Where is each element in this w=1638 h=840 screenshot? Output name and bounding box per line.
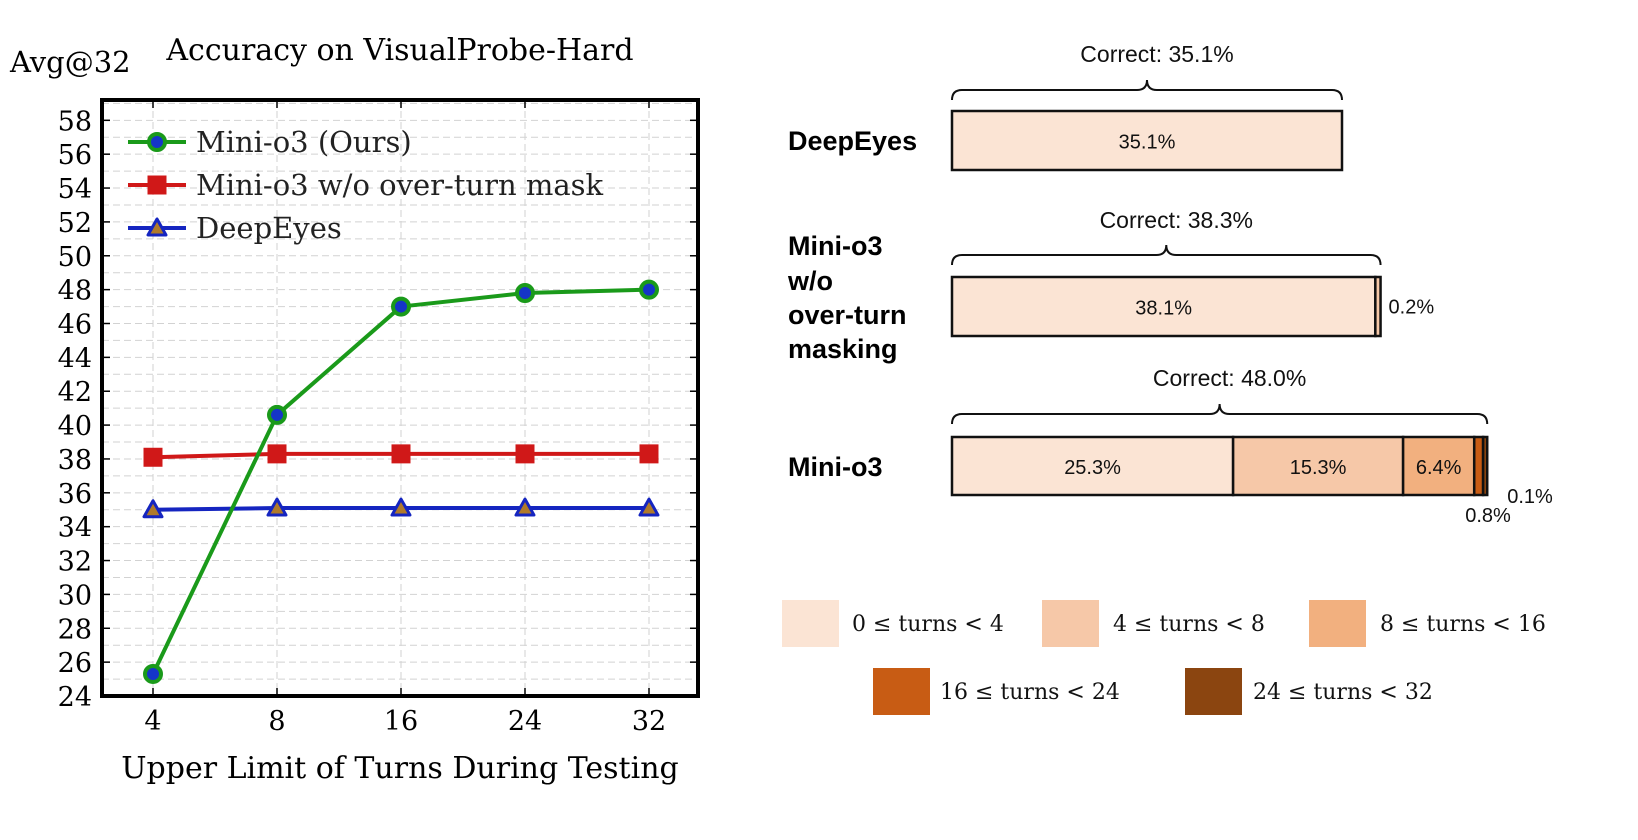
legend-label: 8 ≤ turns < 16	[1380, 612, 1546, 637]
y-tick-label: 36	[58, 479, 92, 510]
y-tick-label: 54	[58, 174, 92, 205]
bar-row: DeepEyes 35.1% Correct: 35.1%	[788, 41, 1344, 172]
segment-label: 6.4%	[1416, 457, 1462, 479]
y-tick-label: 52	[58, 208, 92, 239]
x-tick-label: 4	[144, 706, 161, 737]
bar-row: Mini-o3 w/o over-turn masking 38.1% 0.2% Corre…	[787, 207, 1434, 364]
data-point	[391, 444, 411, 464]
legend-marker	[146, 217, 168, 237]
category-label: over-turn	[788, 300, 907, 330]
correct-brace	[951, 79, 1343, 101]
y-tick-label: 30	[58, 580, 92, 611]
correct-label: Correct: 35.1%	[1080, 41, 1233, 67]
x-axis-label: Upper Limit of Turns During Testing	[121, 751, 678, 786]
y-tick-label: 44	[58, 343, 92, 374]
legend-label: 16 ≤ turns < 24	[940, 680, 1120, 705]
bar-segment	[1472, 435, 1485, 497]
data-point	[266, 497, 288, 517]
y-tick-label: 58	[58, 106, 92, 137]
y-tick-label: 40	[58, 411, 92, 442]
data-point	[638, 497, 660, 517]
legend-label: DeepEyes	[196, 211, 342, 245]
segment-label: 0.8%	[1465, 505, 1511, 527]
x-tick-label: 24	[508, 706, 542, 737]
segment-label: 35.1%	[1119, 132, 1176, 154]
segment-label: 15.3%	[1290, 457, 1347, 479]
series-0	[143, 279, 659, 684]
y-tick-label: 46	[58, 310, 92, 341]
y-tick-label: 48	[58, 276, 92, 307]
bar-segment	[950, 109, 1344, 172]
legend-label: Mini-o3 (Ours)	[196, 125, 412, 159]
y-tick-label: 32	[58, 547, 92, 578]
y-tick-label: 50	[58, 242, 92, 273]
y-tick-label: 34	[58, 513, 92, 544]
category-label: DeepEyes	[788, 126, 917, 156]
segment-label: 25.3%	[1064, 457, 1121, 479]
segment-label: 38.1%	[1135, 298, 1192, 320]
bar-segment	[1231, 435, 1405, 497]
legend-swatch	[1185, 668, 1242, 715]
category-label: masking	[788, 334, 898, 364]
data-point	[390, 497, 412, 517]
data-point	[515, 444, 535, 464]
legend: 0 ≤ turns < 4 4 ≤ turns < 8 8 ≤ turns < 16…	[782, 600, 1546, 715]
legend-label: 24 ≤ turns < 32	[1253, 680, 1433, 705]
legend-swatch	[873, 668, 930, 715]
segment-label: 0.2%	[1389, 297, 1435, 319]
series-1	[143, 444, 659, 467]
data-point	[639, 444, 659, 464]
legend-marker	[147, 175, 167, 195]
bar-segment	[1401, 435, 1476, 497]
correct-label: Correct: 48.0%	[1153, 365, 1306, 391]
correct-label: Correct: 38.3%	[1100, 207, 1253, 233]
data-point	[639, 279, 659, 300]
legend: Mini-o3 (Ours) Mini-o3 w/o over-turn mask…	[128, 125, 604, 245]
correct-brace	[951, 244, 1382, 266]
data-point	[514, 497, 536, 517]
legend-marker	[147, 132, 167, 152]
legend-label: Mini-o3 w/o over-turn mask	[196, 168, 604, 202]
bar-segment	[1374, 275, 1382, 338]
category-label: Mini-o3	[788, 231, 883, 261]
bar-segment	[950, 435, 1235, 497]
chart-title: Accuracy on VisualProbe-Hard	[165, 33, 633, 68]
legend-swatch	[1042, 600, 1099, 647]
x-tick-label: 8	[268, 706, 285, 737]
category-label: Mini-o3	[788, 452, 883, 482]
y-axis-label: Avg@32	[9, 45, 131, 79]
data-point	[267, 404, 287, 425]
category-label: w/o	[787, 266, 833, 296]
stacked-bar-chart: DeepEyes 35.1% Correct: 35.1% Mini-o3 w/o ove…	[782, 41, 1553, 715]
y-tick-label: 28	[58, 614, 92, 645]
legend-swatch	[782, 600, 839, 647]
data-point	[515, 283, 535, 304]
y-tick-label: 56	[58, 140, 92, 171]
y-tick-label: 42	[58, 377, 92, 408]
legend-label: 0 ≤ turns < 4	[852, 612, 1004, 637]
data-point	[391, 296, 411, 317]
legend-label: 4 ≤ turns < 8	[1113, 612, 1265, 637]
y-tick-label: 38	[58, 445, 92, 476]
legend-swatch	[1309, 600, 1366, 647]
plot-frame	[100, 98, 700, 698]
data-point	[143, 447, 163, 467]
y-tick-label: 24	[58, 682, 92, 713]
correct-brace	[951, 403, 1489, 425]
data-point	[142, 499, 164, 519]
y-tick-label: 26	[58, 648, 92, 679]
data-point	[267, 444, 287, 464]
bar-row: Mini-o3 25.3% 15.3% 6.4% 0.8%0.1% Correct: 48…	[788, 365, 1553, 527]
x-tick-label: 16	[384, 706, 418, 737]
segment-label: 0.1%	[1507, 486, 1553, 508]
x-tick-label: 32	[632, 706, 666, 737]
series-2	[142, 497, 660, 519]
bar-segment	[1481, 435, 1489, 497]
data-point	[143, 663, 163, 684]
